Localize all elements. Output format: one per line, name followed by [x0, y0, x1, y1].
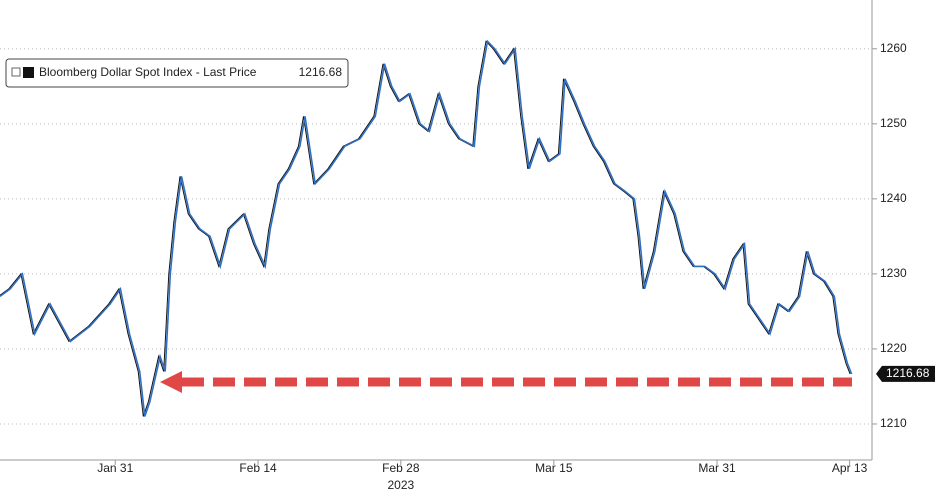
series-line	[0, 39, 853, 417]
legend-toggle	[11, 67, 21, 77]
y-tick-label: 1240	[880, 191, 907, 205]
legend-value: 1216.68	[299, 65, 343, 79]
y-tick-label: 1230	[880, 266, 907, 280]
y-tick-label: 1250	[880, 116, 907, 130]
y-tick-label: 1220	[880, 341, 907, 355]
legend-swatch	[23, 67, 34, 78]
series-line-shadow	[0, 40, 851, 417]
arrow-head	[160, 371, 182, 393]
y-tick-label: 1210	[880, 416, 907, 430]
arrow-annotation	[160, 371, 852, 393]
legend-label: Bloomberg Dollar Spot Index - Last Price	[39, 65, 257, 79]
x-tick-label: Feb 28	[382, 461, 420, 475]
legend: Bloomberg Dollar Spot Index - Last Price…	[5, 58, 349, 88]
x-axis-label: 2023	[387, 478, 414, 491]
x-tick-label: Mar 31	[698, 461, 736, 475]
x-tick-label: Apr 13	[832, 461, 868, 475]
x-tick-label: Jan 31	[97, 461, 133, 475]
y-tick-label: 1260	[880, 41, 907, 55]
last-price-label: 1216.68	[886, 366, 930, 380]
x-tick-label: Mar 15	[535, 461, 573, 475]
x-tick-label: Feb 14	[239, 461, 277, 475]
legend-box	[5, 58, 349, 88]
last-price-box	[876, 365, 935, 382]
last-price-tag: 1216.68	[876, 365, 935, 382]
